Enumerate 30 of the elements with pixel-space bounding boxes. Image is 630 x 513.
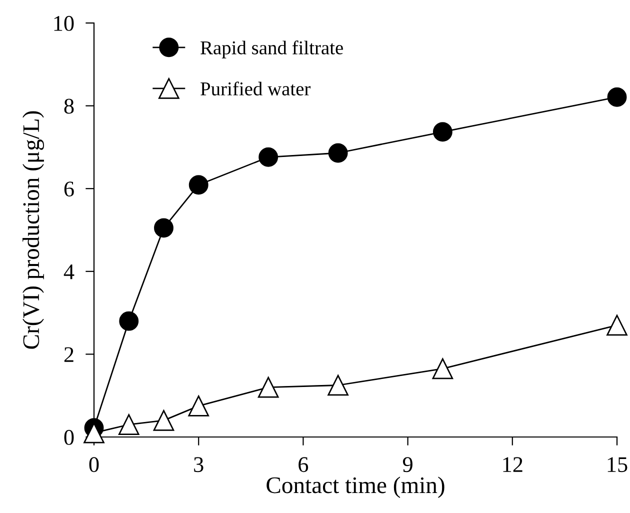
point	[118, 414, 140, 435]
legend-label: Purified water	[200, 82, 311, 96]
point	[432, 122, 452, 142]
y-tick-label: 10	[54, 16, 74, 31]
point	[606, 314, 628, 336]
x-tick-label: 3	[194, 457, 204, 472]
point	[154, 218, 174, 238]
point	[328, 143, 348, 163]
point	[432, 358, 454, 380]
x-tick-label: 6	[298, 457, 308, 472]
x-tick-label: 9	[402, 457, 412, 472]
x-tick-label: 0	[89, 457, 99, 472]
y-tick-label: 6	[64, 182, 74, 197]
point	[119, 311, 139, 331]
point	[607, 87, 627, 107]
x-tick-label: 12	[503, 457, 522, 472]
point	[258, 376, 279, 398]
y-axis-title: Cr(VI) production (μg/L)	[22, 111, 44, 349]
legend-label: Rapid sand filtrate	[200, 40, 343, 58]
point	[153, 410, 174, 431]
x-tick-label: 15	[608, 457, 628, 472]
point	[188, 396, 210, 416]
point	[328, 374, 348, 396]
x-axis-title: Contact time (min)	[266, 476, 444, 498]
point	[258, 147, 278, 167]
y-tick-label: 0	[64, 430, 74, 445]
y-tick-label: 2	[64, 347, 74, 362]
y-tick-label: 8	[64, 98, 74, 114]
point	[188, 175, 208, 195]
y-tick-label: 4	[64, 264, 74, 280]
